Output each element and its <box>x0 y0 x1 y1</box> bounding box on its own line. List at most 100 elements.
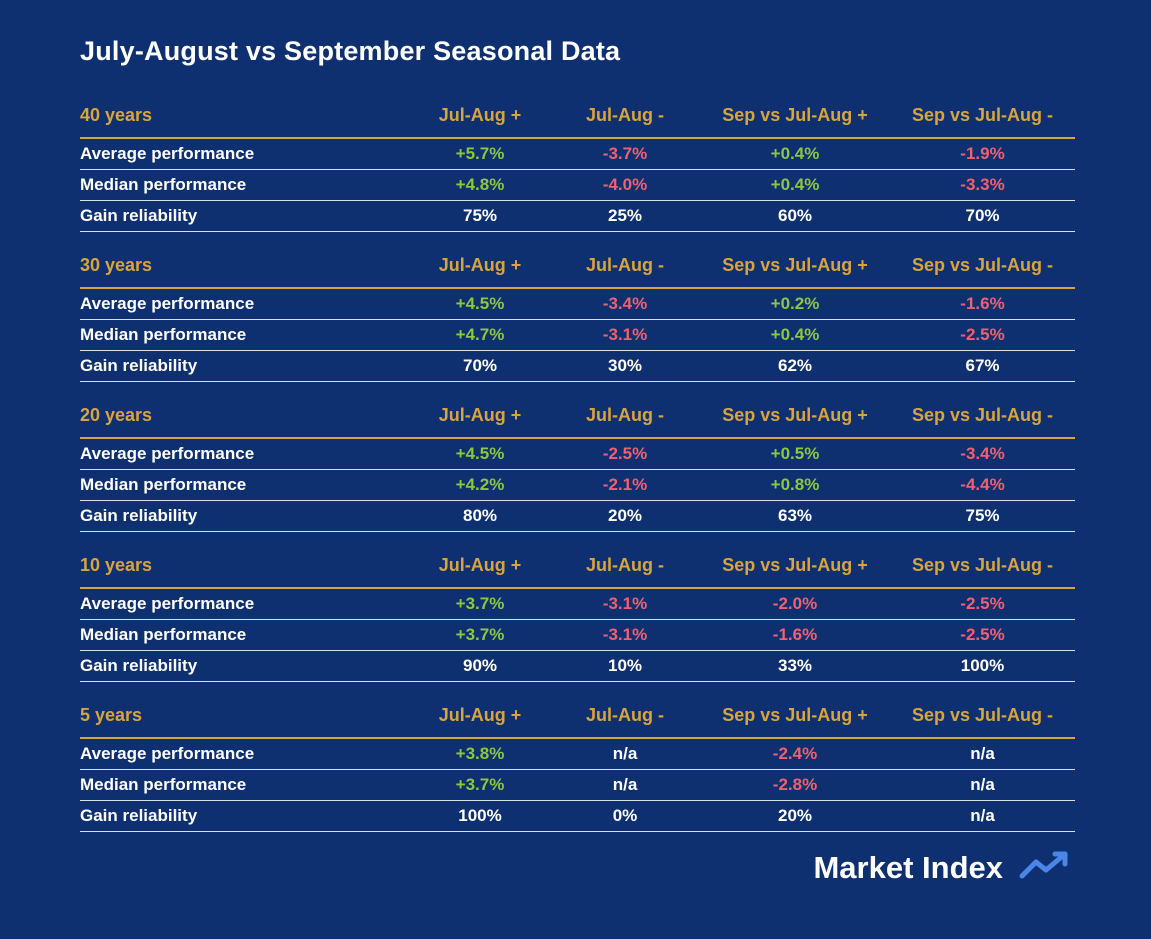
metric-label: Median performance <box>80 475 247 494</box>
column-header-sep-vs-jul-aug-minus: Sep vs Jul-Aug - <box>911 255 1054 275</box>
table-row: Gain reliability 80% 20% 63% 75% <box>80 501 1075 532</box>
value-cell: 10% <box>607 656 643 675</box>
value-cell: 90% <box>462 656 498 675</box>
seasonal-table-30-years: 30 years Jul-Aug + Jul-Aug - Sep vs Jul-… <box>80 241 1075 382</box>
table-row: Median performance +3.7% -3.1% -1.6% -2.… <box>80 620 1075 651</box>
logo-text: Market Index <box>813 850 1003 885</box>
value-cell: +0.4% <box>770 325 820 344</box>
value-cell: +3.8% <box>455 744 505 763</box>
table-row: Gain reliability 70% 30% 62% 67% <box>80 351 1075 382</box>
metric-label: Average performance <box>80 294 255 313</box>
market-index-logo: Market Index <box>80 850 1075 886</box>
value-cell: -2.5% <box>602 444 648 463</box>
column-header-jul-aug-plus: Jul-Aug + <box>438 705 522 725</box>
value-cell: -3.3% <box>960 175 1005 194</box>
table-row: Median performance +4.2% -2.1% +0.8% -4.… <box>80 470 1075 501</box>
seasonal-table-40-years: 40 years Jul-Aug + Jul-Aug - Sep vs Jul-… <box>80 91 1075 232</box>
column-header-sep-vs-jul-aug-minus: Sep vs Jul-Aug - <box>911 405 1054 425</box>
value-cell: +0.5% <box>770 444 820 463</box>
column-header-jul-aug-minus: Jul-Aug - <box>586 255 664 275</box>
table-row: Median performance +3.7% n/a -2.8% n/a <box>80 770 1075 801</box>
value-cell: +0.8% <box>770 475 820 494</box>
value-cell: 100% <box>458 806 502 825</box>
value-cell: -3.7% <box>602 144 648 163</box>
table-row: Average performance +5.7% -3.7% +0.4% -1… <box>80 139 1075 170</box>
table-header-row: 40 years Jul-Aug + Jul-Aug - Sep vs Jul-… <box>80 91 1075 139</box>
value-cell: +4.7% <box>455 325 505 344</box>
value-cell: -2.5% <box>960 594 1005 613</box>
metric-label: Median performance <box>80 625 247 644</box>
value-cell: -2.4% <box>772 744 818 763</box>
column-header-sep-vs-jul-aug-plus: Sep vs Jul-Aug + <box>722 555 868 575</box>
table-header-row: 10 years Jul-Aug + Jul-Aug - Sep vs Jul-… <box>80 541 1075 589</box>
value-cell: 20% <box>607 506 643 525</box>
period-label: 5 years <box>80 705 143 725</box>
column-header-jul-aug-minus: Jul-Aug - <box>586 105 664 125</box>
value-cell: -3.1% <box>602 625 648 644</box>
period-label: 40 years <box>80 105 153 125</box>
value-cell: -4.0% <box>602 175 648 194</box>
value-cell: -2.5% <box>960 625 1005 644</box>
metric-label: Average performance <box>80 444 255 463</box>
value-cell: +3.7% <box>455 775 505 794</box>
value-cell: +3.7% <box>455 625 505 644</box>
metric-label: Median performance <box>80 775 247 794</box>
metric-label: Median performance <box>80 175 247 194</box>
table-row: Gain reliability 90% 10% 33% 100% <box>80 651 1075 682</box>
value-cell: +4.8% <box>455 175 505 194</box>
value-cell: 60% <box>777 206 813 225</box>
trend-up-arrow-icon <box>1019 851 1073 886</box>
value-cell: 75% <box>965 506 1000 525</box>
value-cell: 70% <box>965 206 1000 225</box>
table-row: Median performance +4.7% -3.1% +0.4% -2.… <box>80 320 1075 351</box>
value-cell: 67% <box>965 356 1000 375</box>
value-cell: -3.1% <box>602 325 648 344</box>
table-row: Average performance +3.8% n/a -2.4% n/a <box>80 739 1075 770</box>
table-row: Average performance +3.7% -3.1% -2.0% -2… <box>80 589 1075 620</box>
metric-label: Average performance <box>80 144 255 163</box>
column-header-jul-aug-minus: Jul-Aug - <box>586 405 664 425</box>
value-cell: -2.5% <box>960 325 1005 344</box>
value-cell: 62% <box>777 356 813 375</box>
column-header-jul-aug-minus: Jul-Aug - <box>586 555 664 575</box>
value-cell: -1.6% <box>960 294 1005 313</box>
column-header-sep-vs-jul-aug-minus: Sep vs Jul-Aug - <box>911 105 1054 125</box>
table-row: Gain reliability 75% 25% 60% 70% <box>80 201 1075 232</box>
page-title: July-August vs September Seasonal Data <box>80 36 621 66</box>
value-cell: -1.9% <box>960 144 1005 163</box>
column-header-sep-vs-jul-aug-minus: Sep vs Jul-Aug - <box>911 705 1054 725</box>
period-label: 10 years <box>80 555 153 575</box>
value-cell: n/a <box>612 744 638 763</box>
value-cell: -3.4% <box>960 444 1005 463</box>
value-cell: +0.4% <box>770 144 820 163</box>
value-cell: -2.0% <box>772 594 818 613</box>
value-cell: 70% <box>462 356 498 375</box>
value-cell: +3.7% <box>455 594 505 613</box>
seasonal-table-5-years: 5 years Jul-Aug + Jul-Aug - Sep vs Jul-A… <box>80 691 1075 832</box>
table-header-row: 20 years Jul-Aug + Jul-Aug - Sep vs Jul-… <box>80 391 1075 439</box>
column-header-jul-aug-plus: Jul-Aug + <box>438 105 522 125</box>
value-cell: +4.2% <box>455 475 505 494</box>
column-header-jul-aug-plus: Jul-Aug + <box>438 405 522 425</box>
table-header-row: 5 years Jul-Aug + Jul-Aug - Sep vs Jul-A… <box>80 691 1075 739</box>
metric-label: Gain reliability <box>80 656 198 675</box>
value-cell: -3.1% <box>602 594 648 613</box>
value-cell: 30% <box>607 356 643 375</box>
value-cell: 100% <box>960 656 1005 675</box>
value-cell: +0.2% <box>770 294 820 313</box>
table-row: Gain reliability 100% 0% 20% n/a <box>80 801 1075 832</box>
value-cell: -3.4% <box>602 294 648 313</box>
value-cell: +0.4% <box>770 175 820 194</box>
value-cell: 75% <box>462 206 498 225</box>
period-label: 20 years <box>80 405 153 425</box>
metric-label: Gain reliability <box>80 206 198 225</box>
column-header-sep-vs-jul-aug-plus: Sep vs Jul-Aug + <box>722 255 868 275</box>
metric-label: Median performance <box>80 325 247 344</box>
value-cell: n/a <box>612 775 638 794</box>
value-cell: -2.1% <box>602 475 648 494</box>
value-cell: -1.6% <box>772 625 818 644</box>
column-header-jul-aug-plus: Jul-Aug + <box>438 255 522 275</box>
value-cell: -4.4% <box>960 475 1005 494</box>
table-header-row: 30 years Jul-Aug + Jul-Aug - Sep vs Jul-… <box>80 241 1075 289</box>
metric-label: Gain reliability <box>80 356 198 375</box>
